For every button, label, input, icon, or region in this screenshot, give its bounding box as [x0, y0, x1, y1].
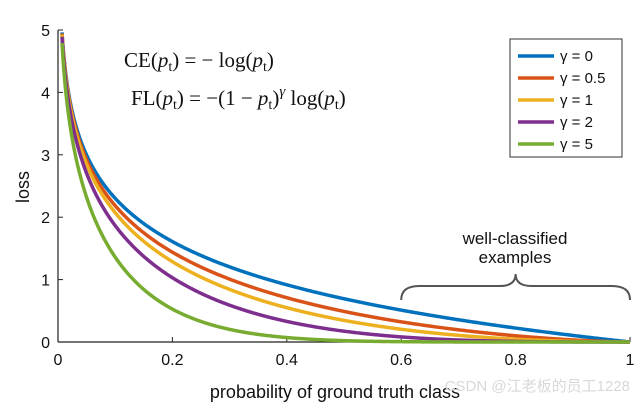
series-line-gamma-5: [60, 42, 631, 344]
x-tick-label: 0.2: [161, 352, 183, 369]
legend-label: γ = 5: [560, 136, 593, 153]
legend-label: γ = 0.5: [560, 70, 605, 87]
legend-items: γ = 0 γ = 0.5 γ = 1 γ = 2 γ = 5: [518, 48, 605, 153]
x-tick-label: 0.6: [390, 352, 412, 369]
y-tick-label: 1: [41, 273, 50, 290]
annotation-brace: [400, 273, 631, 301]
annotation-line2: examples: [479, 248, 552, 267]
fl-formula: FL(pt) = −(1 − pt)γ log(pt): [131, 84, 346, 113]
x-axis-label: probability of ground truth class: [210, 382, 460, 402]
x-tick-label: 0.8: [504, 352, 526, 369]
well-classified-annotation: well-classified examples: [400, 229, 631, 301]
series-line-gamma-0-5: [60, 33, 631, 344]
legend-label: γ = 0: [560, 48, 593, 65]
annotation-line1: well-classified: [462, 229, 568, 248]
x-tick-label: 0: [54, 352, 63, 369]
legend-label: γ = 2: [560, 114, 593, 131]
legend-label: γ = 1: [560, 92, 593, 109]
x-tick-label: 1: [626, 352, 635, 369]
y-tick-label: 2: [41, 210, 50, 227]
y-tick-label: 3: [41, 148, 50, 165]
y-tick-label: 0: [41, 335, 50, 352]
y-axis-label: loss: [13, 171, 33, 203]
watermark: CSDN @江老板的员工1228: [445, 377, 630, 395]
ce-formula: CE(pt) = − log(pt): [124, 48, 274, 75]
x-tick-label: 0.4: [276, 352, 298, 369]
legend: γ = 0 γ = 0.5 γ = 1 γ = 2 γ = 5: [509, 38, 623, 158]
y-tick-label: 4: [41, 85, 50, 102]
series-line-gamma-0: [60, 32, 631, 344]
legend-box: [509, 38, 623, 158]
y-tick-label: 5: [41, 23, 50, 40]
y-ticks: 0 1 2 3 4 5: [41, 23, 63, 352]
loss-curves: [60, 32, 631, 344]
x-ticks: 0 0.2 0.4 0.6 0.8 1: [54, 337, 635, 369]
